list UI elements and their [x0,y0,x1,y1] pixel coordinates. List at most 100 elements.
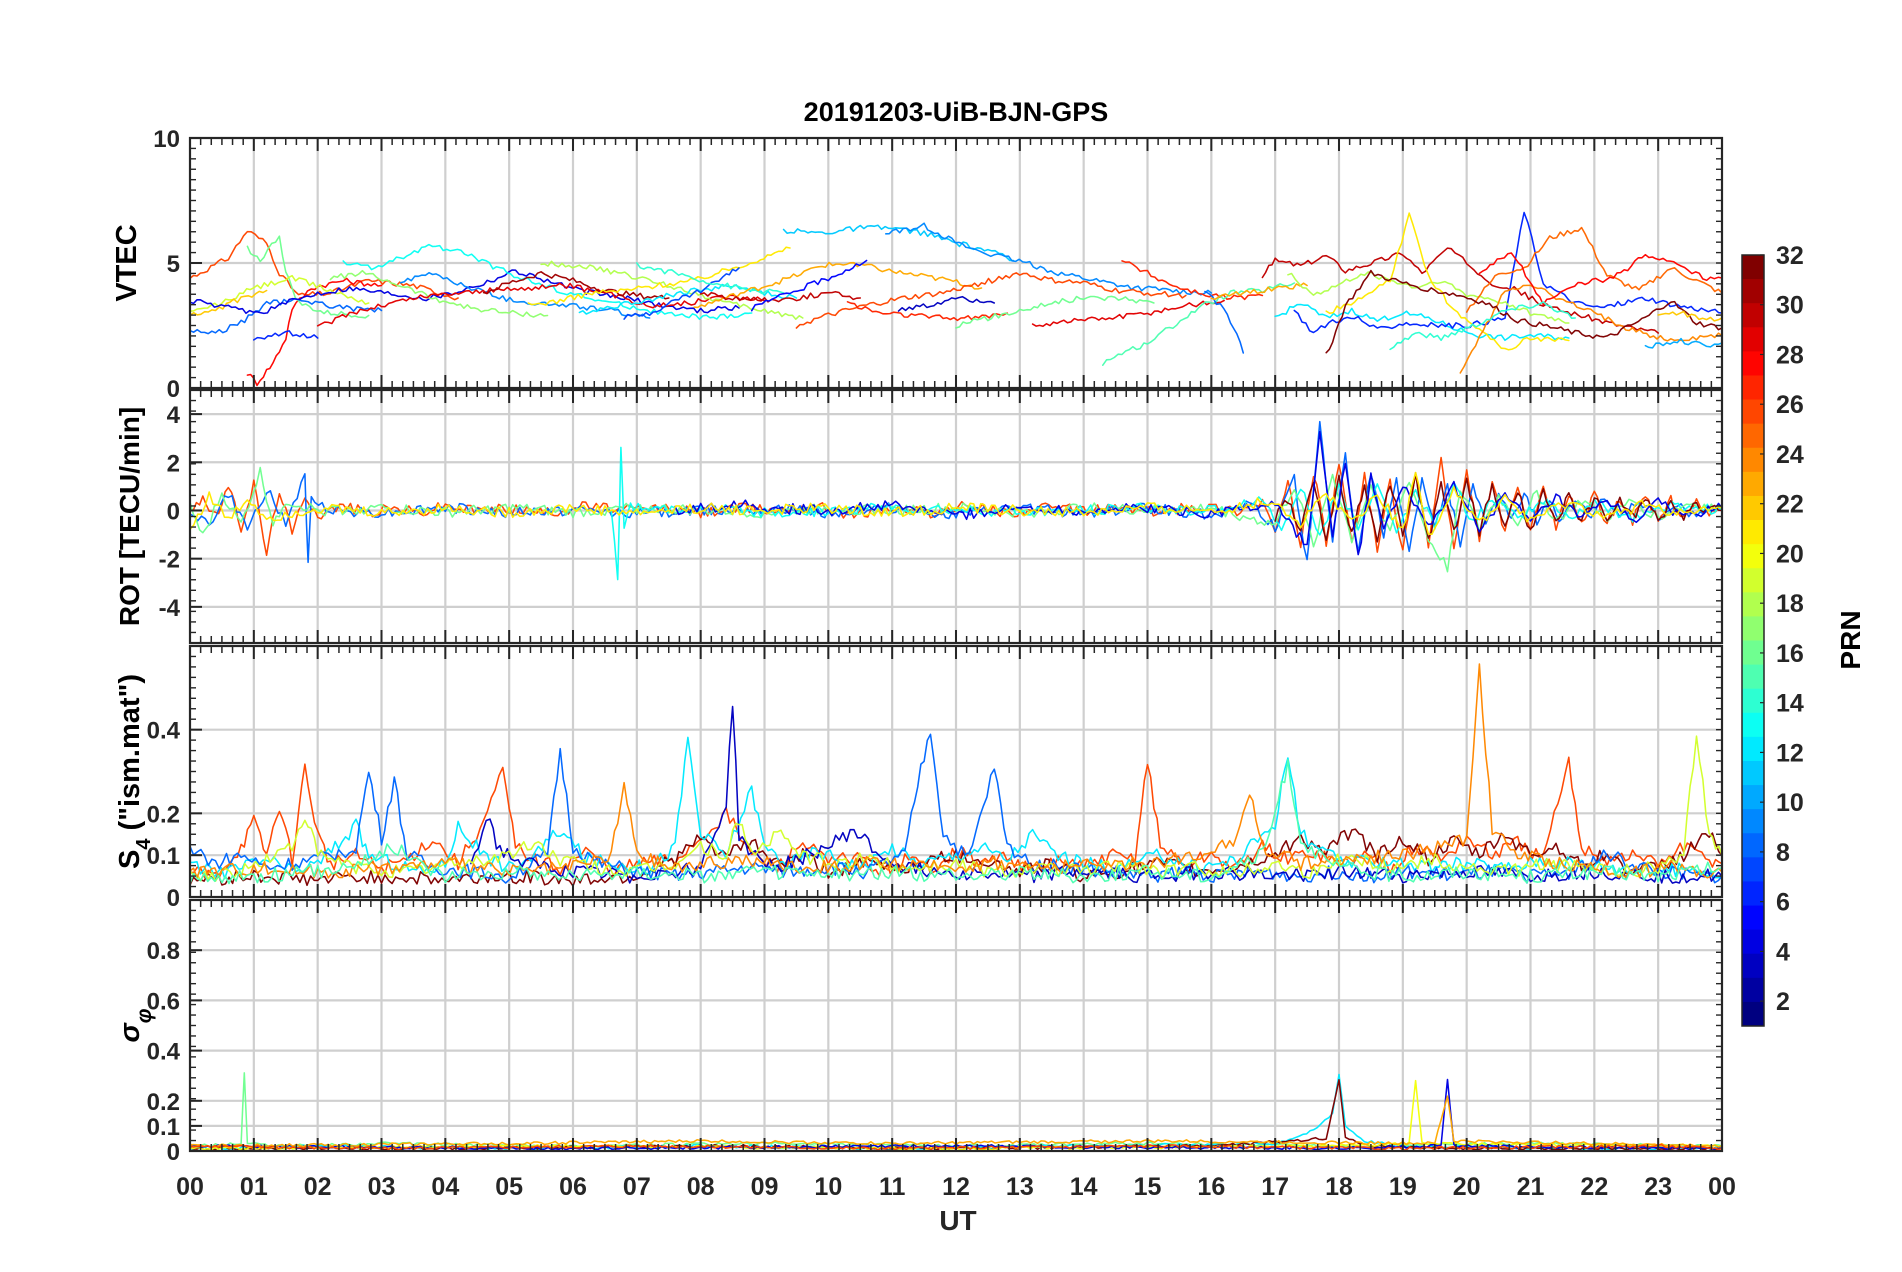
series-line-prn-27 [846,301,1008,322]
colorbar-swatch [1742,977,1764,1003]
y-axis-label-subscript: 4 [133,838,155,850]
series-line-prn-14 [636,262,785,295]
colorbar-tick-label: 14 [1776,690,1804,718]
colorbar-swatch [1742,881,1764,906]
x-tick-label: 19 [1389,1173,1417,1201]
series-line-prn-4 [190,269,740,315]
colorbar-tick-label: 8 [1776,839,1790,867]
panel-rot: -4 -2 0 2 4 ROT [TECU/min] [114,388,1724,645]
colorbar-swatch [1742,520,1764,545]
colorbar-swatch [1742,255,1764,280]
series-line-prn-14 [1389,301,1576,351]
y-tick-label: 0.1 [147,1114,180,1141]
colorbar-tick-label: 10 [1776,789,1804,817]
x-tick-label: 20 [1453,1173,1481,1201]
colorbar-swatch [1742,495,1764,521]
x-tick-label: 00 [1708,1173,1736,1201]
y-tick-label: 0 [167,498,180,525]
series-line-prn-24 [1459,284,1722,374]
y-axis-label-subscript: φ [133,1008,156,1023]
y-tick-label: 0.1 [147,843,180,870]
y-tick-label: 0 [167,1139,180,1166]
colorbar-tick-label: 4 [1776,938,1790,966]
series-line-prn-18 [1287,271,1570,324]
colorbar-swatch [1742,303,1764,328]
series-line-prn-4 [674,430,1722,556]
colorbar-swatch [1742,712,1764,738]
series-line-prn-19 [190,735,1722,882]
colorbar-tick-label: 20 [1776,540,1804,568]
y-tick-label: -2 [159,547,180,574]
series-line-prn-23 [693,261,983,309]
series-line-prn-16 [955,295,1155,329]
colorbar-swatch [1742,616,1764,641]
series-line-prn-21 [1325,212,1570,351]
series-line-prn-9 [399,271,651,319]
y-tick-label: -4 [159,595,181,622]
series-line-prn-29 [316,282,766,327]
series-line-prn-21 [190,471,1722,535]
series-line-prn-9 [885,222,1213,296]
y-axis-label-s4: S4 ("ism.mat") [114,674,155,869]
colorbar-swatch [1742,640,1764,665]
x-tick-label: 01 [240,1173,268,1201]
x-tick-label: 17 [1261,1173,1289,1201]
series-line-prn-18 [540,260,804,320]
colorbar-tick-label: 2 [1776,988,1790,1016]
series-line-prn-23 [1210,282,1308,301]
x-tick-label: 23 [1644,1173,1672,1201]
colorbar-tick-label: 22 [1776,491,1804,519]
series-line-prn-8 [1204,290,1245,354]
x-tick-label: 08 [687,1173,715,1201]
colorbar-swatch [1742,688,1764,714]
colorbar-swatch [1742,544,1764,569]
panel-vtec: 0 5 10 VTEC [111,126,1724,403]
y-axis-label-vtec: VTEC [111,224,143,301]
x-tick-label: 11 [879,1173,906,1201]
colorbar-tick-label: 6 [1776,889,1790,917]
series-line-prn-10 [1644,337,1722,349]
y-axis-label-sigma: σφ [114,1008,156,1042]
colorbar-swatch [1742,809,1764,834]
colorbar-tick-label: 16 [1776,640,1804,668]
panel-s4: 0 0.1 0.2 0.4S4 ("ism.mat") [114,644,1724,912]
colorbar-swatch [1742,423,1764,449]
x-axis-label: UT [939,1205,976,1236]
series-line-prn-12 [578,283,798,315]
y-tick-label: 10 [153,126,180,153]
series-line-prn-32 [1325,269,1722,354]
colorbar-swatch [1742,279,1764,304]
series-line-prn-22 [1657,310,1722,322]
colorbar-tick-label: 30 [1776,292,1804,320]
x-tick-label: 03 [368,1173,396,1201]
x-tick-label: 02 [304,1173,332,1201]
series-line-prn-13 [342,243,753,320]
colorbar-swatch [1742,375,1764,400]
series-line-prn-29 [1031,299,1225,328]
x-tick-label: 04 [431,1173,459,1201]
series-line-prn-15 [190,759,1722,885]
x-tick-label: 16 [1197,1173,1225,1201]
x-tick-label: 07 [623,1173,651,1201]
series-line-prn-16 [246,235,370,319]
series-line-prn-21 [527,246,791,306]
colorbar-swatch [1742,785,1764,810]
x-tick-label: 10 [814,1173,842,1201]
x-tick-label: 12 [942,1173,970,1201]
colorbar-swatch [1742,953,1764,979]
y-tick-label: 4 [167,402,181,429]
series-line-prn-25 [1465,226,1722,313]
series-line-prn-26 [190,230,459,301]
traces-vtec [190,211,1722,387]
colorbar-tick-label: 32 [1776,242,1804,270]
y-tick-label: 2 [167,450,180,477]
colorbar-swatch [1742,568,1764,593]
colorbar-swatch [1742,592,1764,617]
colorbar-swatch [1742,664,1764,690]
series-line-prn-31 [482,271,670,300]
colorbar-tick-label: 12 [1776,739,1804,767]
traces-s4 [190,663,1722,887]
